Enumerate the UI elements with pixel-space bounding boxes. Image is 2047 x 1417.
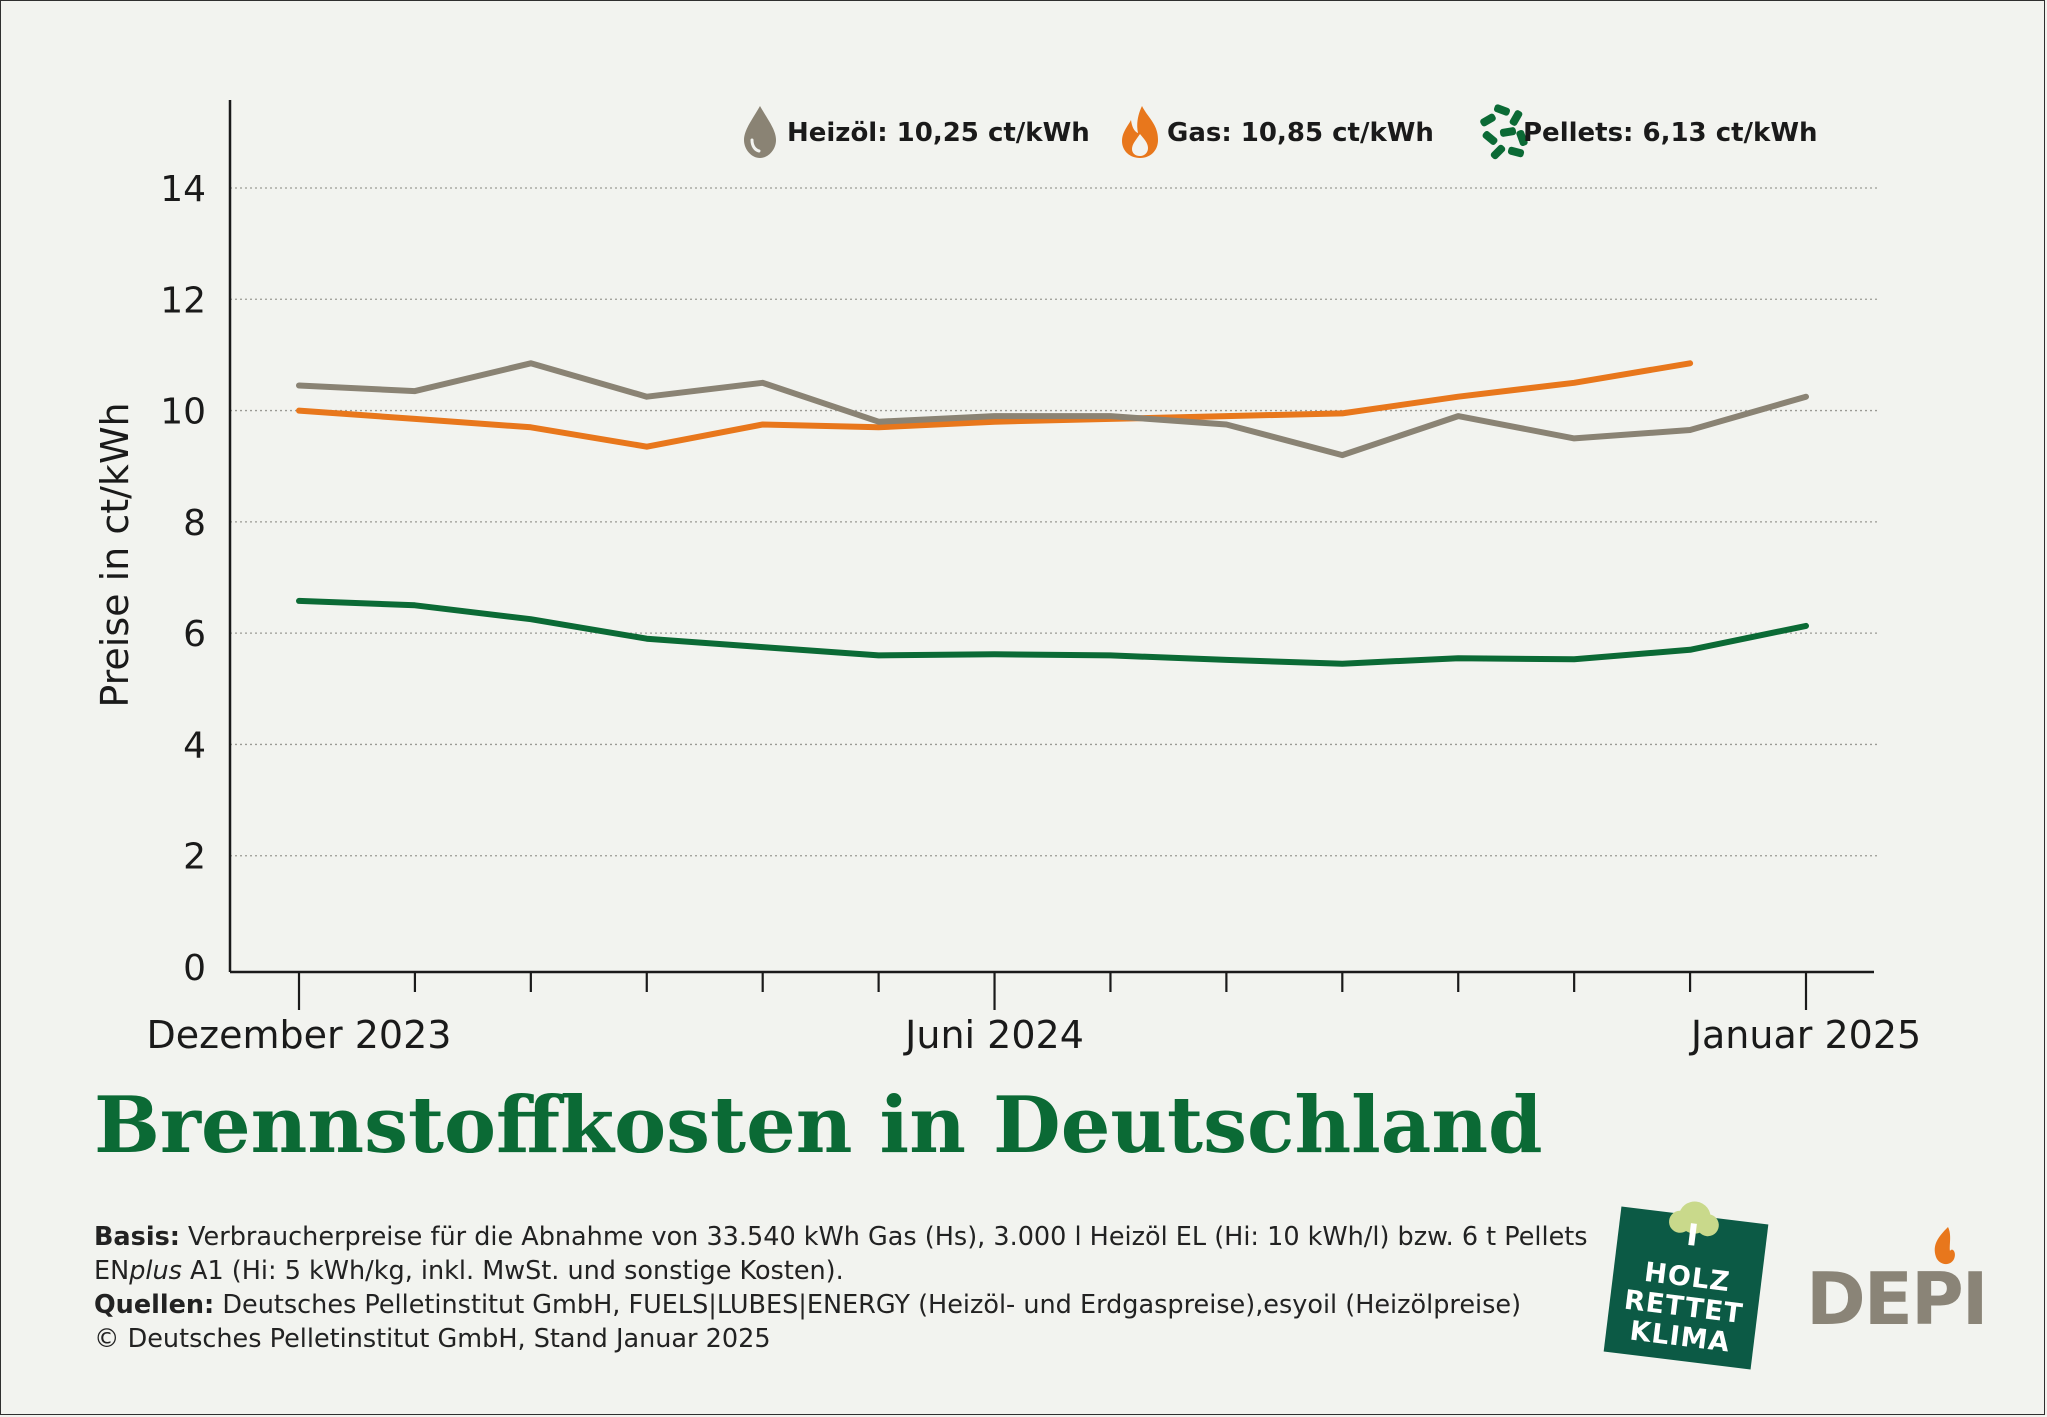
- y-tick-label: 6: [183, 614, 206, 655]
- legend-label: Gas: 10,85 ct/kWh: [1167, 118, 1434, 148]
- y-tick-label: 12: [160, 280, 206, 321]
- series-line-heizl: [296, 360, 1809, 459]
- y-tick-label: 10: [160, 392, 206, 433]
- legend-item: Heizöl: 10,25 ct/kWh: [744, 106, 1090, 158]
- legend-label: Pellets: 6,13 ct/kWh: [1523, 118, 1818, 148]
- y-axis-title: Preise in ct/kWh: [93, 402, 137, 707]
- depi-wordmark: DEPI: [1806, 1257, 1989, 1341]
- basis-label: Basis:: [94, 1222, 180, 1252]
- x-tick-label: Juni 2024: [903, 1013, 1084, 1057]
- y-tick-label: 8: [183, 503, 206, 544]
- legend: Heizöl: 10,25 ct/kWh Gas: 10,85 ct/kWh Pel…: [744, 104, 1818, 160]
- basis-line-2: ENplus A1 (Hi: 5 kWh/kg, inkl. MwSt. und…: [94, 1254, 1594, 1288]
- basis-text: Verbraucherpreise für die Abnahme von 33…: [179, 1222, 1588, 1252]
- quellen-line: Quellen: Deutsches Pelletinstitut GmbH, …: [94, 1288, 1594, 1322]
- legend-label: Heizöl: 10,25 ct/kWh: [787, 118, 1090, 148]
- basis-text-2-pre: EN: [94, 1256, 130, 1286]
- pellets-icon: [1480, 104, 1528, 160]
- series-lines: [296, 360, 1809, 667]
- y-tick-label: 14: [160, 169, 206, 210]
- chart-title: Brennstoffkosten in Deutschland: [94, 1080, 1543, 1171]
- legend-item: Pellets: 6,13 ct/kWh: [1480, 104, 1818, 160]
- tree-icon: [1669, 1201, 1719, 1246]
- grid-lines: [230, 187, 1880, 857]
- y-tick-label: 0: [183, 948, 206, 989]
- legend-item: Gas: 10,85 ct/kWh: [1122, 106, 1434, 158]
- footnotes: Basis: Verbraucherpreise für die Abnahme…: [94, 1220, 1594, 1356]
- axes: 0 2 4 6 8 10 12 14 Dezember 2023 Juni 2024 Januar …: [147, 100, 1921, 1057]
- series-line-gas: [296, 360, 1694, 450]
- basis-text-2-italic: plus: [129, 1256, 182, 1286]
- quellen-label: Quellen:: [94, 1290, 215, 1320]
- basis-text-2-post: A1 (Hi: 5 kWh/kg, inkl. MwSt. und sonsti…: [181, 1256, 844, 1286]
- y-tick-label: 2: [183, 837, 206, 878]
- flame-icon: [1122, 106, 1158, 158]
- depi-logo: DEPI: [1806, 1225, 1989, 1335]
- copyright-line: © Deutsches Pelletinstitut GmbH, Stand J…: [94, 1324, 771, 1354]
- oil-drop-icon: [744, 106, 776, 158]
- depi-flame-icon: [1934, 1227, 1955, 1265]
- y-tick-label: 4: [183, 725, 206, 766]
- x-tick-label: Dezember 2023: [147, 1013, 452, 1057]
- series-line-pellets: [296, 597, 1809, 667]
- basis-line: Basis: Verbraucherpreise für die Abnahme…: [94, 1220, 1594, 1254]
- quellen-text: Deutsches Pelletinstitut GmbH, FUELS|LUB…: [214, 1290, 1522, 1320]
- holz-rettet-klima-logo: HOLZ RETTET KLIMA: [1603, 1201, 1769, 1370]
- x-tick-label: Januar 2025: [1689, 1013, 1921, 1057]
